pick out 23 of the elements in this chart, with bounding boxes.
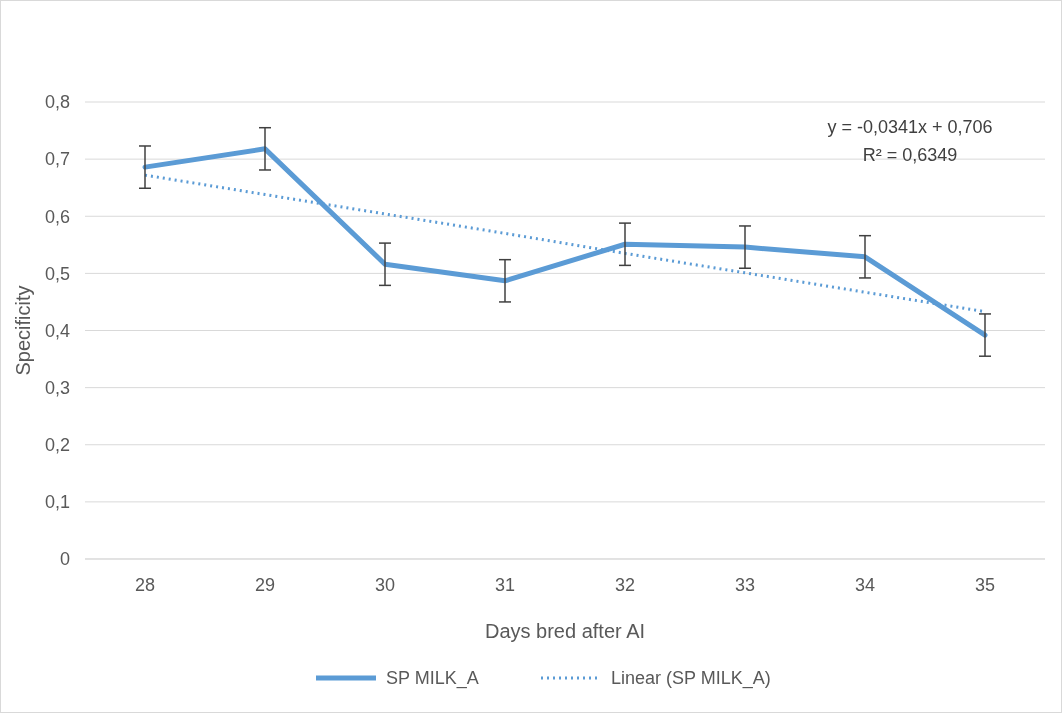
x-axis-title: Days bred after AI: [484, 620, 646, 642]
x-tick-label: 31: [494, 575, 516, 595]
y-tick-label: 0,8: [44, 92, 70, 113]
y-axis-title: Specificity: [12, 285, 34, 376]
x-tick-label: 34: [854, 575, 876, 595]
x-tick-label: 30: [374, 575, 396, 595]
x-tick-label: 33: [734, 575, 756, 595]
x-tick-label: 29: [254, 575, 276, 595]
x-tick-label: 35: [974, 575, 996, 595]
legend-label: Linear (SP MILK_A): [611, 668, 771, 690]
y-tick-label: 0,7: [44, 149, 70, 170]
y-tick-label: 0,3: [44, 377, 70, 398]
annotation: R² = 0,6349: [862, 145, 958, 165]
y-tick-label: 0,5: [44, 263, 70, 284]
annotation: y = -0,0341x + 0,706: [827, 117, 993, 137]
legend-label: SP MILK_A: [386, 668, 479, 690]
y-tick-label: 0,6: [44, 206, 70, 227]
y-tick-label: 0,4: [44, 320, 70, 341]
y-tick-label: 0,1: [44, 492, 70, 513]
y-tick-label: 0: [59, 549, 70, 570]
x-tick-label: 32: [614, 575, 636, 595]
x-tick-label: 28: [134, 575, 156, 595]
y-tick-label: 0,2: [44, 435, 70, 456]
